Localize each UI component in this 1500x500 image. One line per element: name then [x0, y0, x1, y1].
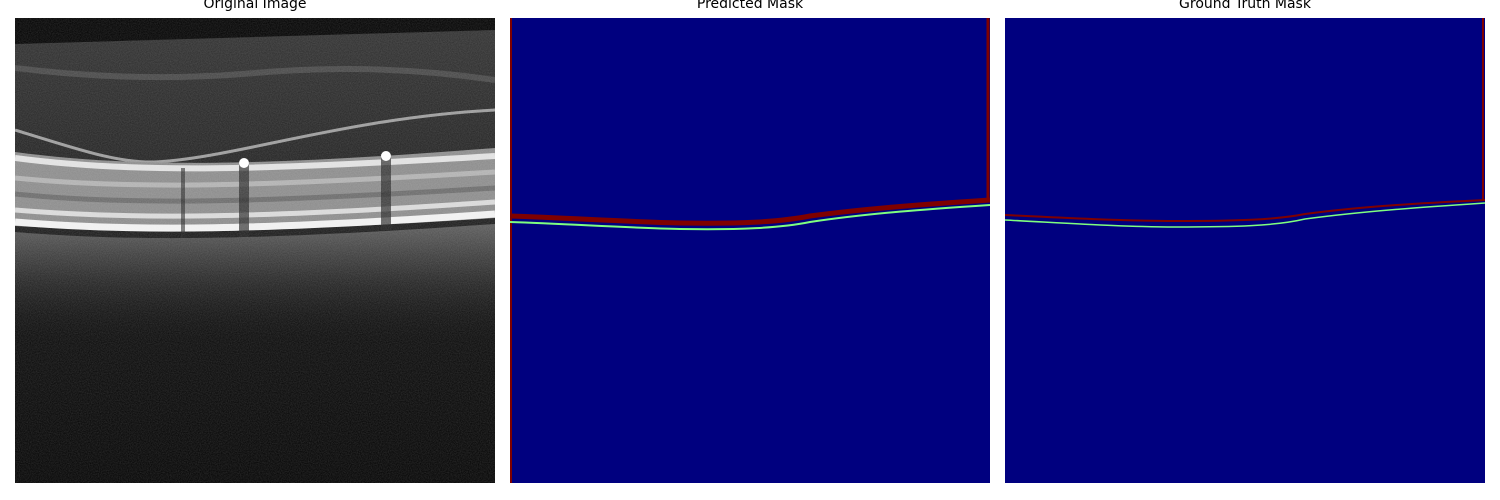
oct-scan-image: [15, 18, 495, 483]
ground-truth-mask-image: [1005, 18, 1485, 483]
predicted-mask-title: Predicted Mask: [696, 0, 804, 12]
original-image: [15, 18, 495, 483]
original-image-title: Original Image: [203, 0, 307, 12]
ground-truth-mask: [1005, 18, 1485, 483]
ground-truth-mask-title: Ground Truth Mask: [1179, 0, 1311, 12]
upper-boundary-line: [1005, 199, 1485, 223]
predicted-mask-image: [510, 18, 990, 483]
upper-boundary-line: [510, 197, 990, 226]
predicted-mask: [510, 18, 990, 483]
lower-boundary-line: [510, 204, 990, 231]
lower-boundary-line: [1005, 202, 1485, 228]
